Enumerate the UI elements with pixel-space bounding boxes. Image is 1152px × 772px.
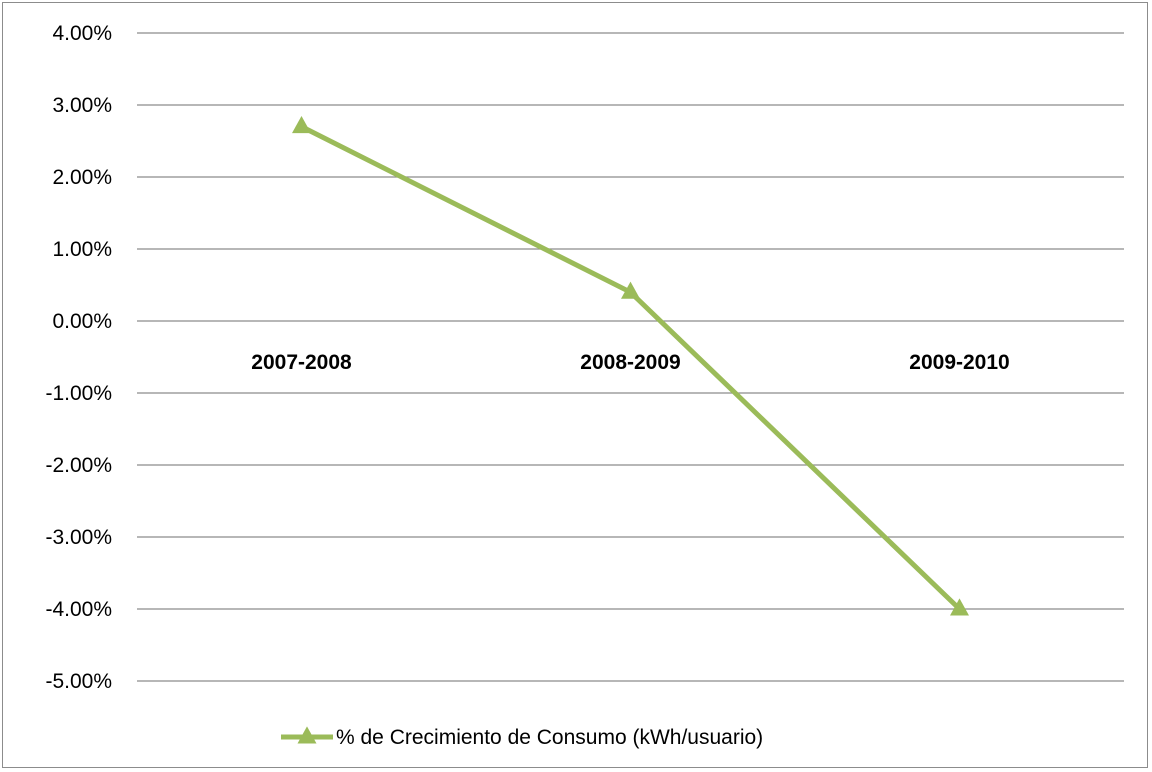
y-tick-label: 3.00% — [52, 94, 112, 117]
x-category-label: 2009-2010 — [909, 351, 1009, 374]
y-tick-label: 1.00% — [52, 238, 112, 261]
data-point-marker — [621, 281, 640, 299]
x-category-label: 2007-2008 — [251, 351, 352, 374]
legend: % de Crecimiento de Consumo (kWh/usuario… — [281, 726, 763, 749]
y-axis-tick-labels: 4.00% 3.00% 2.00% 1.00% 0.00% -1.00% -2.00% -3.… — [45, 22, 112, 693]
y-tick-label: 0.00% — [52, 310, 112, 333]
legend-triangle-marker — [297, 726, 317, 744]
y-tick-label: -4.00% — [45, 598, 112, 621]
y-tick-label: -5.00% — [45, 670, 112, 693]
y-tick-label: -3.00% — [45, 526, 112, 549]
y-tick-label: -1.00% — [45, 382, 112, 405]
y-tick-label: -2.00% — [45, 454, 112, 477]
x-axis-category-labels: 2007-2008 2008-2009 2009-2010 — [251, 351, 1009, 374]
gridlines — [137, 32, 1124, 682]
data-point-marker — [950, 598, 969, 616]
series-layer — [292, 115, 969, 616]
legend-label: % de Crecimiento de Consumo (kWh/usuario… — [336, 726, 763, 749]
y-tick-label: 2.00% — [52, 166, 112, 189]
x-category-label: 2008-2009 — [580, 351, 680, 374]
y-tick-label: 4.00% — [52, 22, 112, 45]
data-point-marker — [292, 115, 311, 134]
